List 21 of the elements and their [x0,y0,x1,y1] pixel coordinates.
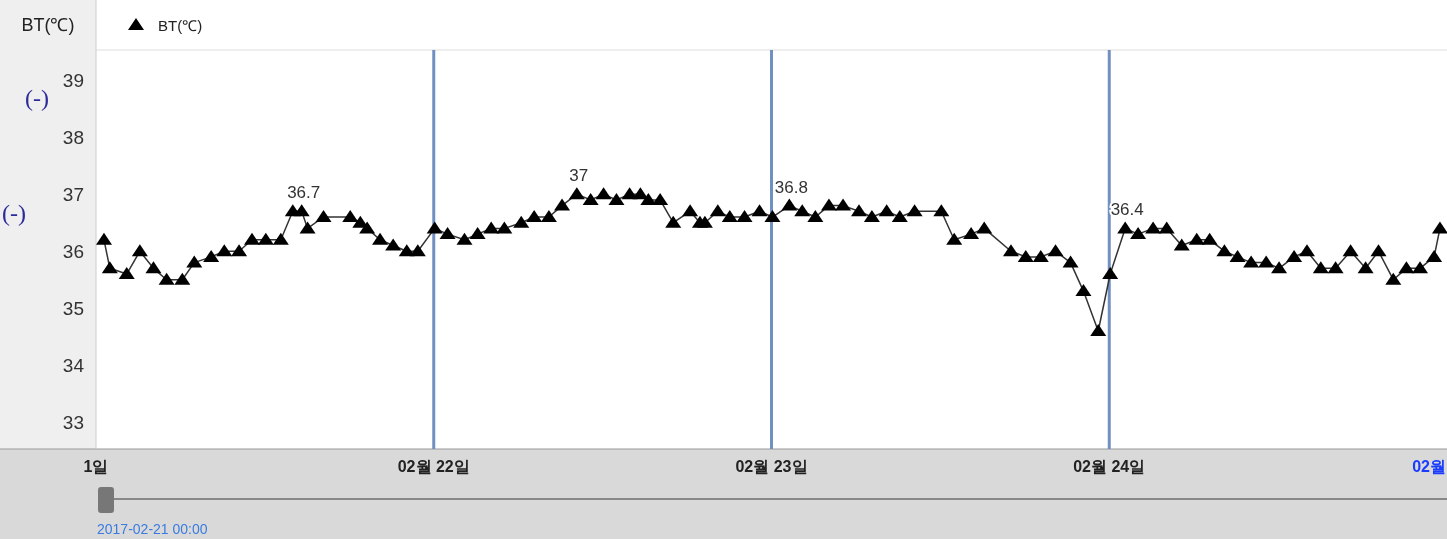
text: (-) [2,200,26,226]
y-tick-label: 38 [62,127,84,149]
text: (-) [25,85,49,111]
y-tick-label: 34 [62,355,85,377]
annotation: 36.7 [287,183,321,203]
x-tick-label: 02월 [1412,458,1446,475]
y-axis-title: BT(℃) [21,15,75,35]
text: 2017-02-21 00:00 [97,521,208,537]
y-tick-label: 35 [62,298,84,320]
x-tick-label: 02월 22일 [397,458,470,475]
annotation: 37 [569,166,589,186]
x-tick-label: 02월 24일 [1073,458,1146,475]
annotation: 36.4 [1110,200,1144,220]
x-tick-label: 02월 23일 [735,458,808,475]
annotation: 36.8 [774,177,808,197]
y-tick-label: 36 [62,241,84,263]
y-tick-label: 33 [62,412,84,434]
y-tick-label: 39 [62,70,84,92]
y-tick-label: 37 [62,184,84,206]
x-tick-label: 1일 [83,458,109,475]
legend-label: BT(℃) [158,17,203,34]
